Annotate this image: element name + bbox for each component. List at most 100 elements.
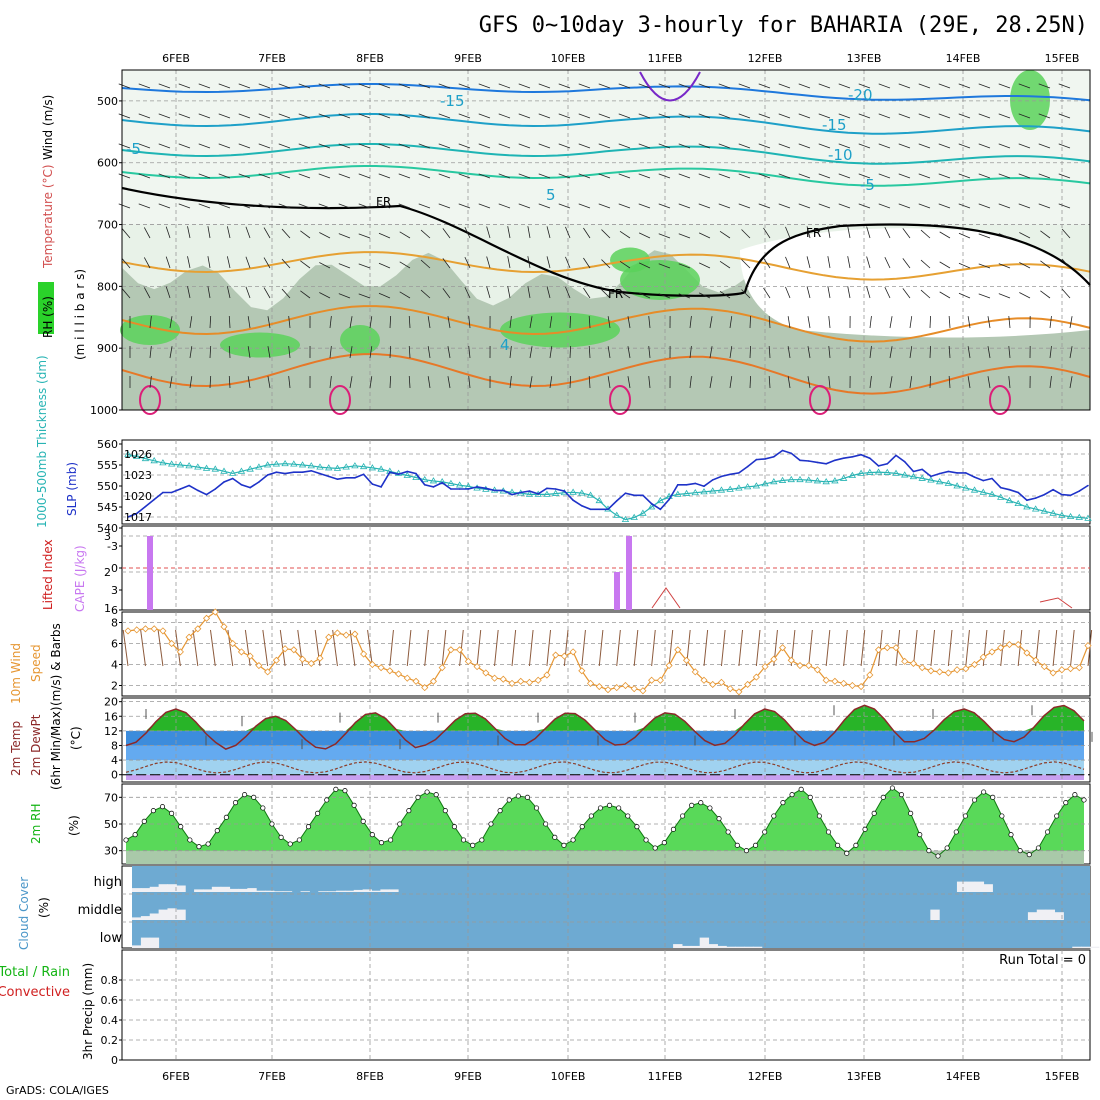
- rh2m-panel: 70 50 30 2m RH (%): [29, 783, 1091, 865]
- wind-barb: [319, 292, 331, 299]
- wind10-point: [761, 663, 769, 671]
- wind10-barb: [1070, 629, 1075, 667]
- rh2m-point: [789, 792, 795, 798]
- wind10-point: [1049, 669, 1057, 677]
- tick-label: 0.8: [101, 974, 119, 987]
- tick-label: 0.4: [101, 1014, 119, 1027]
- wind10-point: [822, 676, 830, 684]
- rh-green-patch: [220, 332, 300, 358]
- wind-barb: [143, 287, 151, 299]
- wind-barb: [338, 143, 351, 149]
- tick-label: 2: [111, 680, 118, 693]
- slp-point: [519, 491, 522, 494]
- wind-barb: [719, 230, 731, 239]
- slp-tick-label: 1020: [124, 490, 152, 503]
- rh2m-point: [880, 794, 886, 800]
- day-label-bottom: 6FEB: [162, 1070, 190, 1083]
- thickness-point: [255, 463, 263, 470]
- wind-barb: [427, 316, 431, 329]
- wind10-point: [264, 668, 272, 676]
- wind-barb: [318, 113, 331, 119]
- wind-barb: [138, 143, 151, 149]
- wind-barb: [288, 346, 291, 359]
- wind10-point: [534, 676, 542, 684]
- wind-barb: [768, 316, 771, 329]
- wind-barb: [838, 83, 851, 89]
- wind-barb: [918, 113, 931, 119]
- wind-barb: [527, 226, 531, 239]
- wind-barb: [349, 376, 353, 389]
- wind-barb: [149, 346, 152, 359]
- wind-barb: [263, 227, 271, 239]
- wind-barb: [263, 257, 271, 269]
- slp-point: [249, 486, 251, 489]
- wind-barb: [478, 83, 491, 89]
- wind-barb: [438, 173, 451, 179]
- wind-barb: [1058, 83, 1071, 89]
- cape-tick-label: 2: [104, 566, 111, 579]
- ylabel-slp: SLP (mb): [65, 462, 79, 516]
- wind-barb: [507, 256, 511, 269]
- slp-point: [851, 456, 854, 458]
- cloud-bar: [726, 946, 736, 948]
- rh2m-point: [205, 841, 211, 847]
- wind-barb: [938, 203, 951, 209]
- rh2m-point: [488, 821, 494, 827]
- wind10-point: [848, 681, 856, 690]
- cloud-bar: [318, 891, 328, 892]
- rh2m-point: [999, 813, 1005, 819]
- wind-barb: [698, 203, 711, 209]
- wind10-point: [621, 681, 630, 690]
- wind-barb: [763, 287, 771, 299]
- wind-barb: [741, 289, 751, 299]
- wind-barb: [418, 173, 431, 179]
- slp-point: [537, 493, 539, 495]
- rh2m-point: [898, 792, 905, 798]
- wind10-point: [368, 660, 376, 669]
- wind10-point: [1023, 649, 1031, 657]
- wind-barb: [189, 376, 193, 389]
- wind-barb: [619, 261, 631, 269]
- cloud-panel: high middle low Cloud Cover (%): [17, 865, 1100, 950]
- wind-barb: [1058, 203, 1071, 209]
- wind-barb: [267, 346, 271, 359]
- wind10-point: [744, 680, 752, 689]
- rh2m-point: [515, 793, 521, 799]
- wind-barb: [987, 376, 991, 389]
- wind10-barb: [494, 629, 499, 667]
- rh2m-point: [378, 840, 385, 846]
- slp-point: [389, 471, 391, 474]
- wind-barb: [785, 226, 791, 239]
- slp-point: [668, 498, 670, 501]
- wind-barb: [598, 83, 611, 89]
- slp-point: [188, 484, 190, 487]
- thickness-point: [909, 472, 918, 480]
- wind-barb: [546, 256, 551, 269]
- slp-point: [982, 479, 985, 482]
- wind-barb: [408, 345, 411, 359]
- cloud-bar: [167, 884, 177, 892]
- rh2m-point: [287, 841, 293, 847]
- wind-barb: [288, 316, 291, 329]
- wind-barb: [939, 231, 951, 239]
- rh2m-point: [743, 848, 749, 854]
- slp-point: [1017, 491, 1019, 494]
- rh2m-point: [1017, 848, 1023, 854]
- wind-barb: [698, 232, 711, 239]
- wind-barb: [558, 143, 571, 149]
- wind-barb: [121, 228, 131, 239]
- tick-label: 0: [111, 1054, 118, 1067]
- wind-barb: [618, 83, 631, 89]
- wind-barb: [209, 315, 212, 329]
- wind-barb: [718, 203, 731, 209]
- thickness-point: [901, 471, 909, 478]
- wind-barb: [507, 226, 511, 239]
- thickness-point: [525, 490, 534, 497]
- precip-panel: 0.8 0.6 0.4 0.2 0 Run Total = 0 Total / Rain…: [0, 949, 1091, 1067]
- thickness-point: [141, 454, 150, 462]
- wind-barb: [920, 289, 931, 299]
- wind10-point: [185, 633, 193, 641]
- wind10-point: [1040, 663, 1048, 671]
- wind-barb: [245, 286, 251, 299]
- thickness-point: [124, 450, 132, 457]
